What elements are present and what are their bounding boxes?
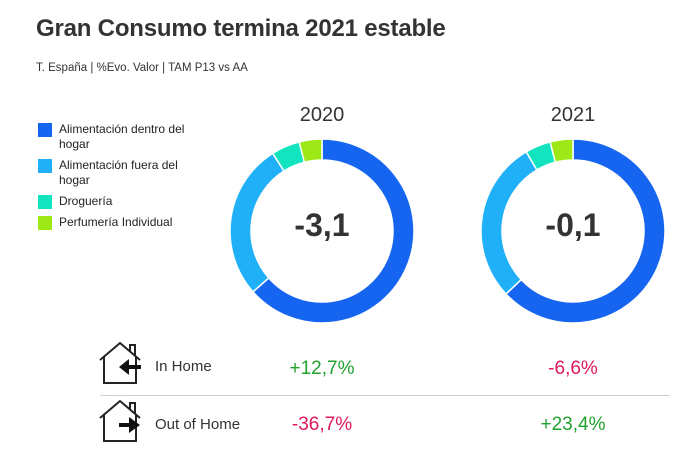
- year-label-2021: 2021: [550, 104, 596, 126]
- segment-alimentacion-dentro-2020: [251, 138, 415, 324]
- legend-label: Alimentación dentro del hogar: [59, 122, 185, 151]
- segment-perfumeria-2020: [298, 138, 323, 164]
- legend-swatch: [38, 123, 52, 137]
- legend-swatch: [38, 216, 52, 230]
- out-of-home-value-2021: +23,4%: [540, 414, 606, 435]
- legend-label: Droguería: [59, 194, 113, 208]
- legend-item: Alimentación dentro del hogar: [38, 122, 188, 152]
- in-home-value-2020: +12,7%: [289, 358, 355, 379]
- legend-label: Perfumería Individual: [59, 215, 173, 229]
- chart-legend: Alimentación dentro del hogar Alimentaci…: [38, 122, 188, 236]
- house-arrow-out-icon: [99, 399, 141, 442]
- legend-swatch: [38, 195, 52, 209]
- legend-item: Alimentación fuera del hogar: [38, 158, 188, 188]
- page-title: Gran Consumo termina 2021 estable: [36, 15, 446, 42]
- segment-alimentacion-dentro-2021: [504, 138, 666, 324]
- donut-center-value-2020: -3,1: [294, 207, 350, 243]
- year-label-2020: 2020: [299, 104, 345, 126]
- row-label-in-home: In Home: [155, 358, 212, 375]
- row-divider: [100, 395, 670, 396]
- legend-label: Alimentación fuera del hogar: [59, 158, 178, 187]
- legend-item: Perfumería Individual: [38, 215, 188, 230]
- legend-item: Droguería: [38, 194, 188, 209]
- row-label-out-of-home: Out of Home: [155, 416, 241, 433]
- house-arrow-in-icon: [99, 341, 141, 384]
- out-of-home-value-2020: -36,7%: [291, 414, 353, 435]
- chart-subtitle: T. España | %Evo. Valor | TAM P13 vs AA: [36, 62, 248, 74]
- donut-center-value-2021: -0,1: [545, 207, 601, 243]
- legend-swatch: [38, 159, 52, 173]
- in-home-value-2021: -6,6%: [548, 358, 598, 379]
- segment-perfumeria-2021: [549, 138, 574, 164]
